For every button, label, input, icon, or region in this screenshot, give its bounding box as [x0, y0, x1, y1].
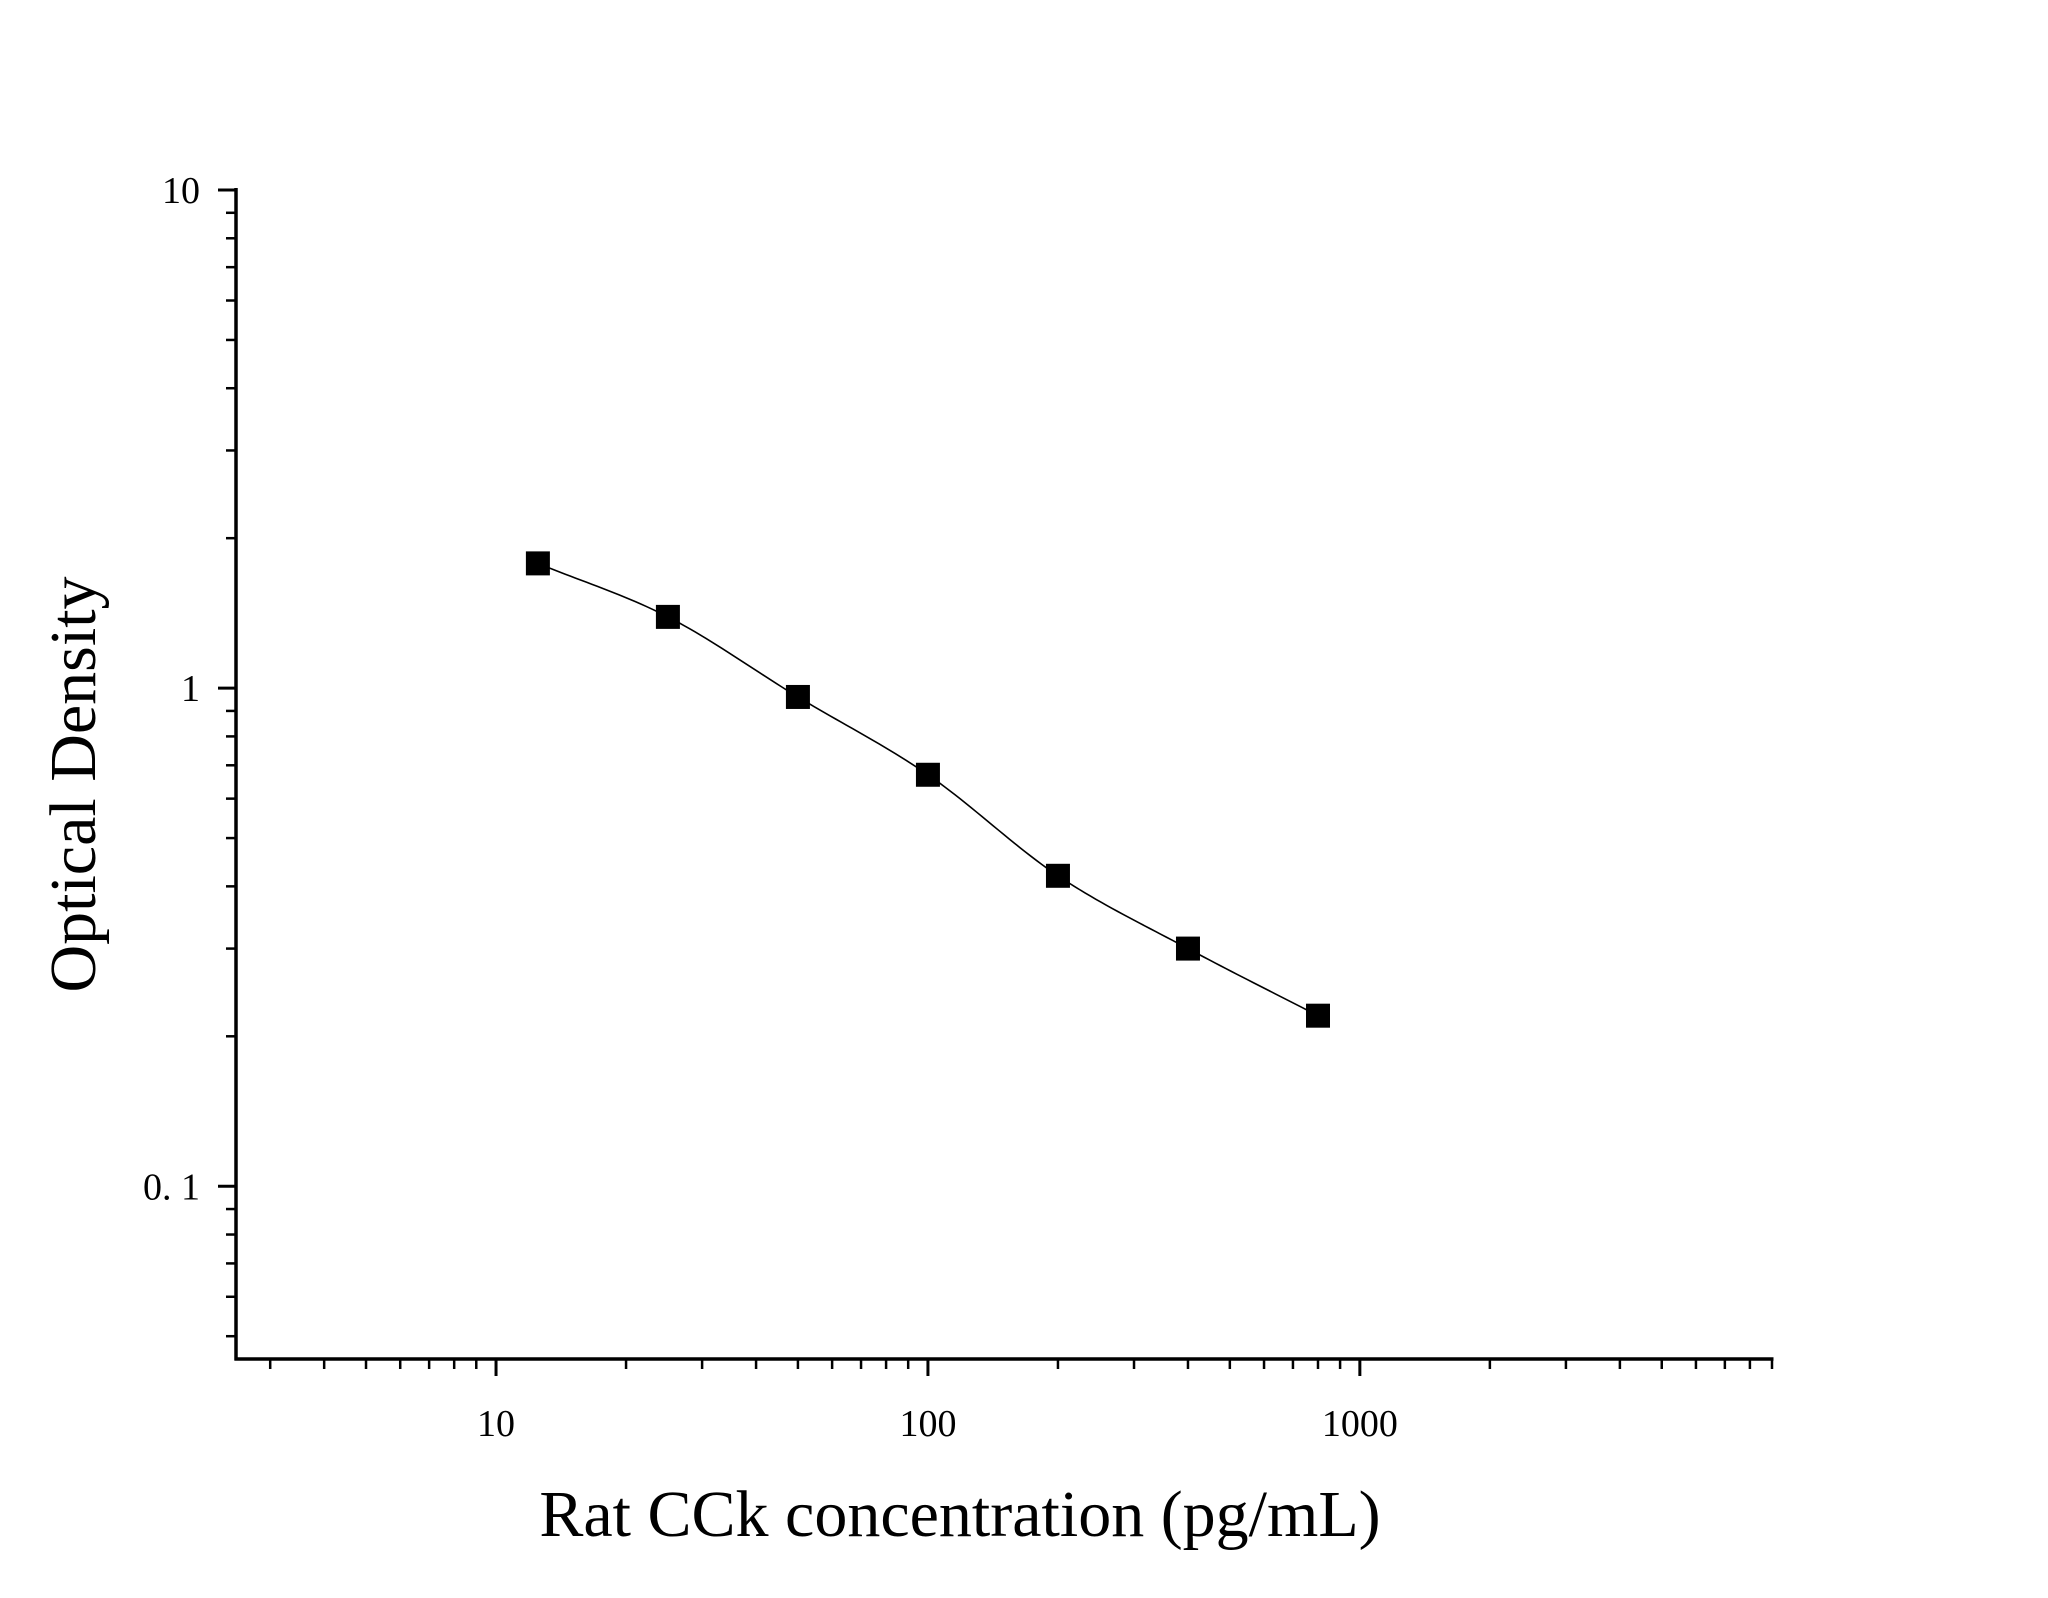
y-tick-label: 1 — [181, 668, 200, 710]
y-tick-label: 10 — [162, 170, 200, 212]
data-point — [655, 604, 680, 629]
y-axis-ticks — [218, 188, 236, 1338]
y-tick-label: 0. 1 — [143, 1166, 200, 1208]
data-point — [915, 762, 940, 787]
x-tick-label: 100 — [899, 1403, 956, 1445]
y-axis-title: Optical Density — [37, 576, 110, 992]
data-point — [1305, 1003, 1330, 1028]
axes — [234, 188, 1774, 1361]
data-point — [525, 551, 550, 576]
x-axis-tick-labels: 10 100 1000 — [477, 1403, 1398, 1445]
x-tick-label: 1000 — [1322, 1403, 1398, 1445]
x-tick-label: 10 — [477, 1403, 515, 1445]
y-axis-tick-labels: 0. 1 1 10 — [143, 170, 200, 1208]
data-point — [1045, 863, 1070, 888]
x-axis-title: Rat CCk concentration (pg/mL) — [539, 1478, 1380, 1551]
data-point — [1175, 936, 1200, 961]
data-points — [525, 551, 1330, 1028]
fit-curve — [537, 562, 1319, 1017]
x-axis-ticks — [268, 1359, 1774, 1376]
data-point — [785, 684, 810, 709]
